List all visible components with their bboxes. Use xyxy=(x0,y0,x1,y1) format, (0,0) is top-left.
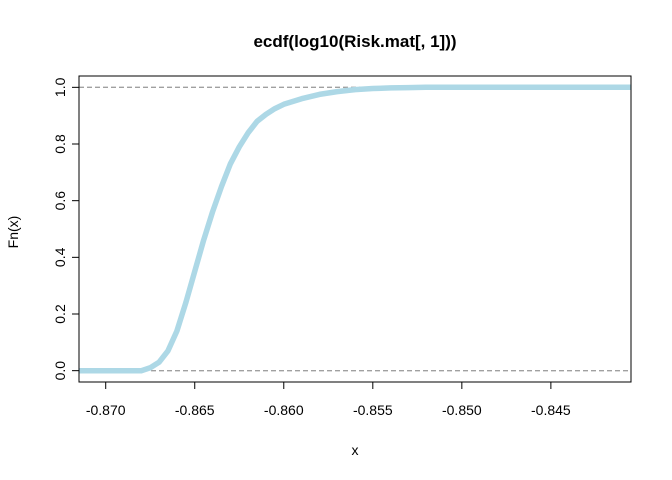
x-tick-label: -0.870 xyxy=(86,402,126,418)
x-tick-label: -0.860 xyxy=(264,402,304,418)
reference-lines xyxy=(79,86,631,372)
y-tick-label: 0.6 xyxy=(52,191,68,211)
plot-frame xyxy=(78,75,632,383)
series-layer xyxy=(79,84,631,374)
x-tick-label: -0.855 xyxy=(353,402,393,418)
y-tick-label: 0.2 xyxy=(52,304,68,324)
x-tick-label: -0.865 xyxy=(175,402,215,418)
x-tick-label: -0.850 xyxy=(442,402,482,418)
chart-title: ecdf(log10(Risk.mat[, 1])) xyxy=(253,32,456,51)
ecdf-series-line-0 xyxy=(79,84,631,374)
y-tick-label: 0.0 xyxy=(52,361,68,381)
y-axis: 0.0 0.2 0.4 0.6 0.8 1.0 xyxy=(52,77,79,380)
x-axis-label: x xyxy=(352,442,359,458)
x-tick-label: -0.845 xyxy=(531,402,571,418)
y-tick-label: 0.4 xyxy=(52,247,68,267)
x-axis: -0.870 -0.865 -0.860 -0.855 -0.850 -0.845 xyxy=(86,382,571,418)
y-axis-label: Fn(x) xyxy=(5,216,21,249)
y-tick-label: 1.0 xyxy=(52,77,68,97)
y-tick-label: 0.8 xyxy=(52,134,68,154)
